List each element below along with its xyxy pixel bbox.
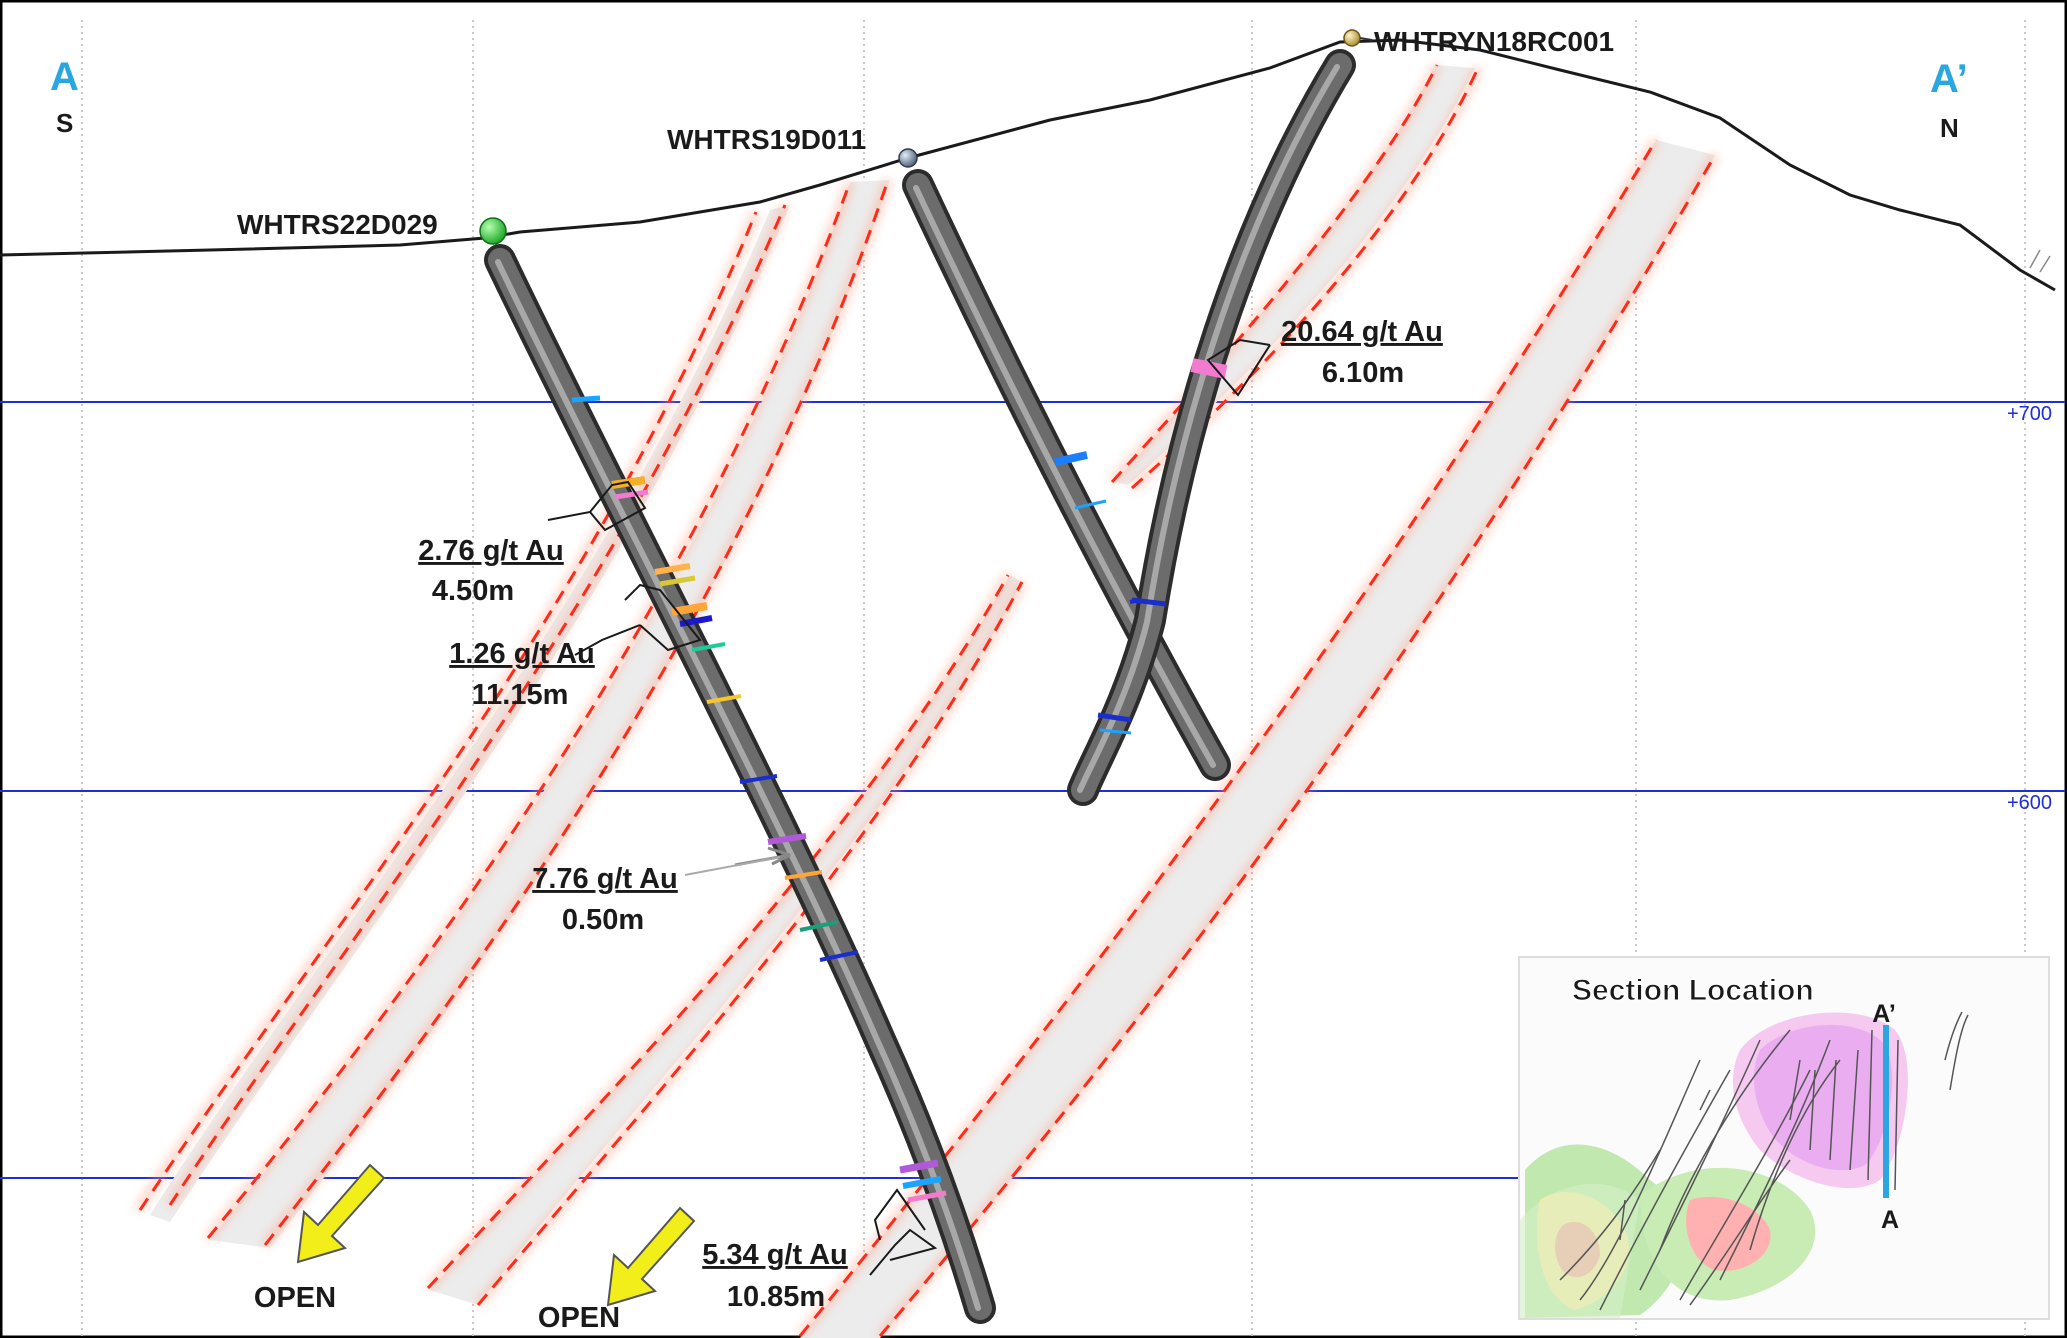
open-arrow-1 — [296, 1163, 386, 1264]
elevation-label-600: +600 — [2007, 792, 2052, 814]
drillhole-WHTRYN18RC001[interactable] — [1067, 49, 1356, 806]
lode-5 — [797, 138, 1719, 1338]
intercept-leaders — [547, 338, 1271, 1276]
topography-tick — [2029, 249, 2051, 273]
collar-WHTRS19D011[interactable] — [898, 148, 918, 168]
intercept-width: 11.15m — [472, 679, 569, 711]
collar-leader — [1359, 37, 1373, 41]
intercept-label-4: 5.34 g/t Au 10.85m — [702, 1239, 848, 1313]
open-label-2: OPEN — [538, 1302, 620, 1334]
section-end-letter: A’ — [1930, 57, 1968, 101]
topography-line — [0, 38, 2056, 292]
intercept-width: 10.85m — [727, 1281, 825, 1313]
intercept-grade: 20.64 g/t Au — [1281, 316, 1443, 348]
intercept-label-2: 1.26 g/t Au 11.15m — [449, 638, 595, 711]
inset-top-label: A’ — [1872, 1000, 1896, 1028]
hole-label-WHTRS19D011: WHTRS19D011 — [667, 124, 866, 155]
elevation-label-700: +700 — [2007, 403, 2052, 425]
intercept-width: 0.50m — [562, 904, 644, 936]
open-label-1: OPEN — [254, 1282, 336, 1314]
hole-label-WHTRS22D029: WHTRS22D029 — [237, 209, 438, 240]
inset-bottom-label: A — [1881, 1206, 1899, 1234]
collar-WHTRYN18RC001[interactable] — [1343, 29, 1361, 47]
section-start-direction: S — [56, 108, 73, 138]
collar-WHTRS22D029[interactable] — [479, 217, 507, 245]
lode-2 — [205, 178, 892, 1248]
intercept-grade: 7.76 g/t Au — [532, 863, 678, 895]
drillhole-WHTRS19D011[interactable] — [902, 169, 1231, 781]
lode-3 — [425, 573, 1026, 1308]
intercept-arrow-776-shaft — [684, 856, 781, 876]
section-end-direction: N — [1940, 113, 1959, 143]
lode-1 — [135, 203, 790, 1222]
section-start-letter: A — [50, 55, 79, 99]
drillhole-WHTRS22D029[interactable] — [484, 244, 996, 1324]
intercept-grade: 2.76 g/t Au — [418, 535, 564, 567]
hole-label-WHTRYN18RC001: WHTRYN18RC001 — [1374, 26, 1614, 57]
intercept-width: 4.50m — [432, 575, 514, 607]
intercept-grade: 5.34 g/t Au — [702, 1239, 848, 1271]
inset-title: Section Location — [1572, 974, 1814, 1007]
intercept-grade: 1.26 g/t Au — [449, 638, 595, 670]
section-location-inset: A’ A Section Location — [1518, 956, 2050, 1320]
intercept-label-3: 7.76 g/t Au 0.50m — [532, 863, 678, 936]
intercept-label-1: 2.76 g/t Au 4.50m — [418, 535, 564, 607]
open-arrow-2 — [606, 1206, 696, 1307]
intercept-width: 6.10m — [1322, 357, 1404, 389]
intercept-label-5: 20.64 g/t Au 6.10m — [1281, 316, 1443, 389]
